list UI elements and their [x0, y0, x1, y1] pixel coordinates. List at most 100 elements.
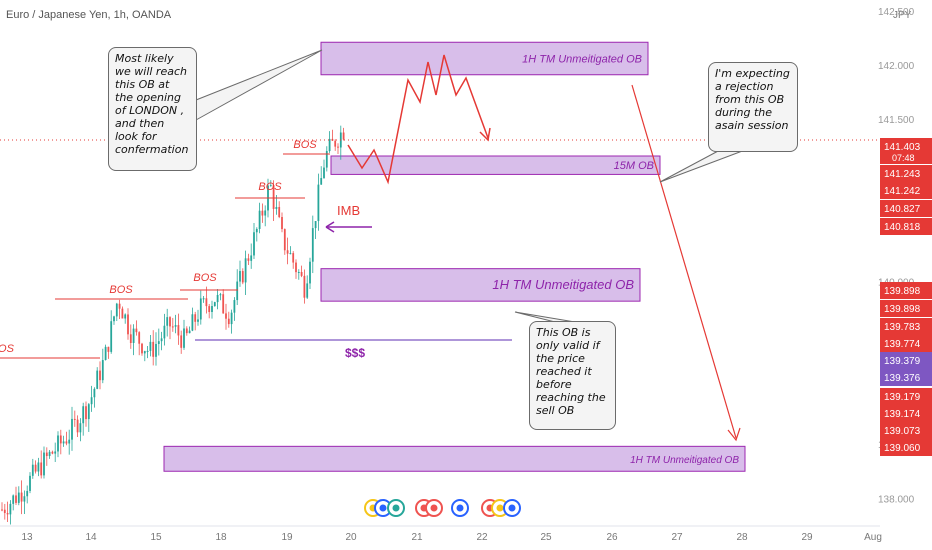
candle-body: [57, 435, 59, 452]
candle-body: [278, 207, 281, 218]
candle-body: [43, 452, 45, 476]
candle-body: [236, 281, 239, 301]
bos-label: BOS: [109, 284, 133, 296]
imbalance-label: IMB: [337, 203, 360, 218]
candle-body: [286, 250, 289, 254]
candle-body: [325, 151, 328, 168]
candle-body: [239, 271, 241, 282]
y-tick-label: 138.000: [878, 494, 915, 505]
y-tick-label: 142.500: [878, 7, 915, 18]
calendar-event-icon-dot: [379, 504, 387, 512]
candle-body: [247, 258, 250, 261]
price-label[interactable]: [880, 200, 932, 217]
candle-body: [166, 317, 169, 326]
candle-body: [317, 184, 320, 222]
bos-label: BOS: [258, 181, 282, 193]
candle-body: [143, 351, 146, 354]
price-label[interactable]: [880, 300, 932, 317]
candle-body: [101, 360, 104, 381]
candle-body: [99, 370, 101, 381]
candle-body: [295, 262, 297, 273]
price-label[interactable]: [880, 388, 932, 405]
currency-label: JPY: [893, 10, 912, 21]
candle-body: [309, 261, 311, 284]
candle-body: [45, 452, 48, 457]
candle-body: [185, 328, 188, 334]
x-tick-label: 26: [606, 532, 618, 543]
candle-body: [241, 271, 244, 283]
price-label[interactable]: [880, 165, 932, 182]
candle-body: [6, 513, 9, 515]
price-label-text: 139.898: [884, 286, 921, 297]
candle-body: [54, 451, 57, 454]
candle-body: [255, 228, 258, 233]
candle-body: [132, 328, 135, 343]
candle-body: [79, 423, 82, 433]
note-left: Most likely we will reach this OB at the…: [108, 47, 197, 171]
candle-body: [155, 343, 157, 357]
candle-body: [303, 275, 306, 298]
price-label-text: 139.379: [884, 356, 921, 367]
x-tick-label: 25: [540, 532, 552, 543]
price-label-text: 139.179: [884, 392, 921, 403]
candle-body: [9, 503, 12, 515]
price-label[interactable]: [880, 182, 932, 199]
calendar-event-icon-dot: [456, 504, 464, 512]
candle-body: [37, 462, 40, 472]
symbol-title: Euro / Japanese Yen, 1h, OANDA: [6, 9, 172, 21]
candle-body: [73, 418, 76, 420]
price-label[interactable]: [880, 369, 932, 386]
candle-body: [31, 464, 34, 476]
candle-body: [157, 341, 160, 344]
price-label-text: 141.243: [884, 169, 921, 180]
event-icons[interactable]: [364, 499, 521, 517]
zone-label: 15M OB: [614, 160, 654, 172]
price-label[interactable]: [880, 352, 932, 369]
candle-body: [300, 271, 303, 276]
price-label[interactable]: [880, 439, 932, 456]
candle-body: [23, 496, 26, 502]
calendar-event-icon-dot: [508, 504, 516, 512]
price-label[interactable]: [880, 318, 932, 335]
order-block-zone: [163, 445, 746, 472]
candle-body: [20, 492, 23, 502]
price-label-text: 139.060: [884, 443, 921, 454]
candle-body: [118, 303, 121, 309]
price-label[interactable]: [880, 405, 932, 422]
candle-body: [141, 343, 143, 354]
candle-body: [233, 300, 236, 313]
candle-body: [104, 346, 107, 361]
price-label-text: 140.818: [884, 222, 921, 233]
candle-body: [121, 308, 124, 319]
x-tick-label: 20: [345, 532, 357, 543]
bos-label: BOS: [293, 139, 317, 151]
candle-body: [149, 341, 152, 351]
candle-body: [59, 435, 62, 444]
price-label-text: 140.827: [884, 204, 921, 215]
price-label-text: 139.783: [884, 322, 921, 333]
price-label-text: 139.073: [884, 426, 921, 437]
candle-body: [213, 302, 216, 307]
y-tick-label: 142.000: [878, 61, 915, 72]
candle-body: [68, 439, 71, 444]
candle-body: [205, 298, 208, 307]
candles: [1, 125, 345, 525]
calendar-event-icon-dot: [496, 504, 504, 512]
candle-body: [272, 185, 275, 209]
price-label-text: 139.774: [884, 339, 921, 350]
zone-label: 1H TM Unmeitigated OB: [630, 455, 739, 466]
liquidity-label: $$$: [345, 346, 365, 360]
price-label[interactable]: [880, 422, 932, 439]
x-tick-label: Aug: [864, 532, 882, 543]
candle-body: [17, 492, 20, 503]
order-block-zones: 1H TM Unmeitigated OB 15M OB 1H TM Unmeiti…: [163, 41, 746, 472]
candle-body: [202, 298, 205, 300]
price-label[interactable]: [880, 138, 932, 164]
price-label[interactable]: [880, 218, 932, 235]
price-label[interactable]: [880, 282, 932, 299]
candle-body: [269, 185, 272, 187]
x-tick-label: 19: [281, 532, 293, 543]
price-label[interactable]: [880, 335, 932, 352]
candle-body: [90, 397, 93, 405]
